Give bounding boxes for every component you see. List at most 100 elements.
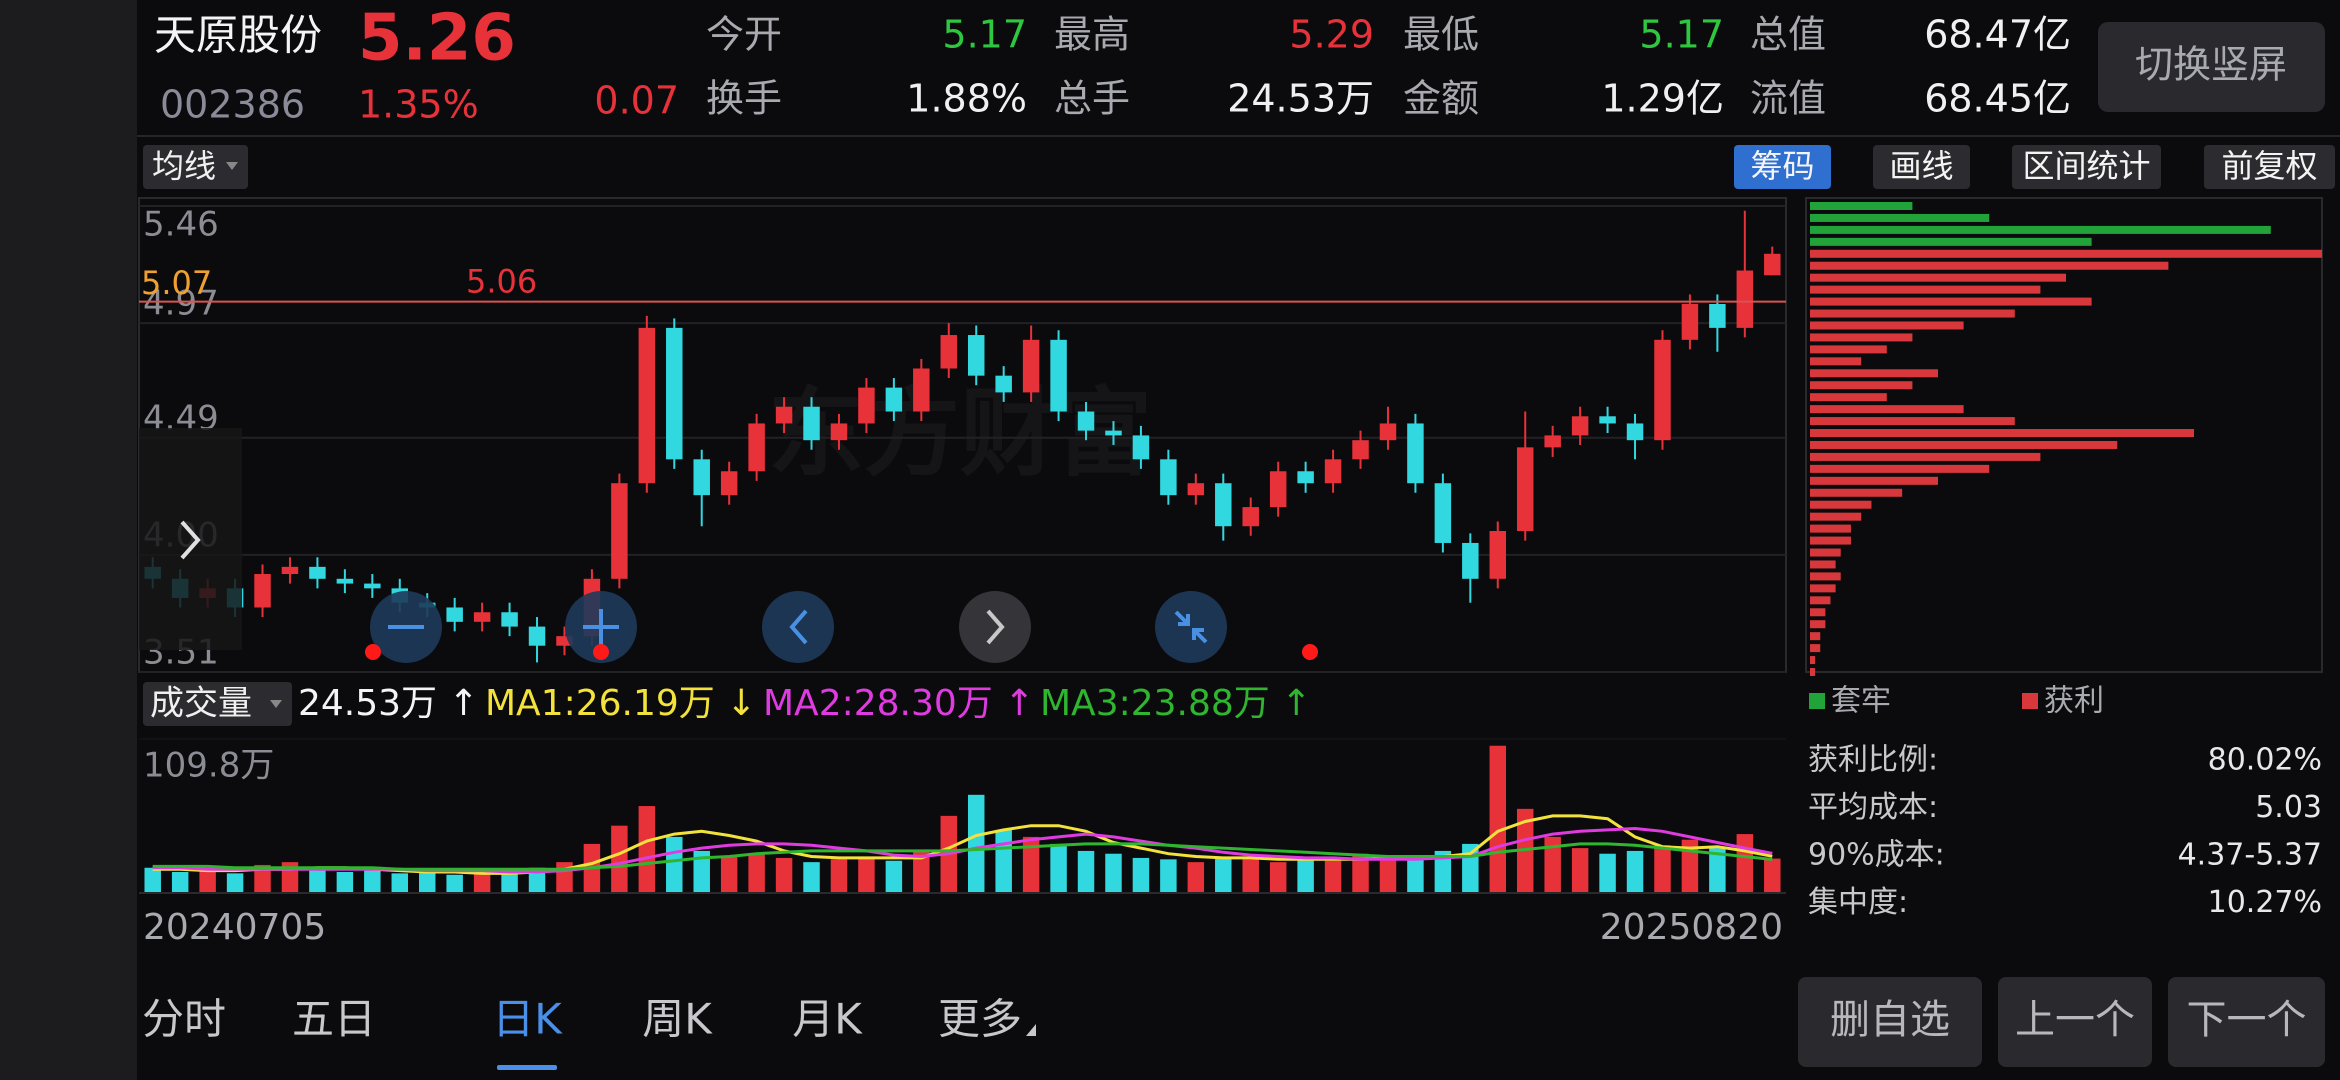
action-button[interactable] [2168,977,2325,1067]
candle-body [1187,483,1205,496]
candle-body [611,483,628,579]
quote-value: 1.88% [906,77,1027,121]
control-button[interactable] [1155,591,1227,663]
quote-label: 换手 [706,77,782,121]
candle-body [803,406,820,441]
volume-bar [226,873,244,893]
quote-value: 68.45亿 [1924,77,2071,121]
tab-underline [497,1065,557,1070]
period-tab[interactable]: 五日 [292,995,376,1044]
candle-body [1407,423,1424,484]
volume-bar [720,856,738,893]
toolbar-button[interactable] [1734,145,1831,189]
chip-frame [1805,197,2323,673]
volume-bar [501,870,518,893]
toolbar-button[interactable] [2012,145,2161,189]
volume-bar [885,860,903,893]
candle-body [1297,471,1314,484]
quote-label: 最低 [1403,13,1479,57]
legend-swatch [2022,693,2038,709]
control-button[interactable] [959,591,1031,663]
volume-bar [1187,862,1205,893]
chip-bar [1810,261,2169,270]
stat-value: 80.02% [2208,743,2322,778]
volume-bar [775,857,793,893]
y-tick-label: 4.97 [143,284,219,324]
stat-value: 5.03 [2255,790,2322,825]
chip-bar [1810,488,1903,497]
indicator-button[interactable] [143,145,248,189]
dropdown-arrow [270,700,282,708]
switch-button[interactable] [2098,22,2325,112]
volume-header: MA1:26.19万 ↓ [485,683,756,724]
chip-bar [1810,309,2015,318]
toolbar-button-label: 区间统计 [2022,147,2150,185]
price-line-label: 5.06 [466,263,537,301]
volume-bar [336,871,354,893]
date-start: 20240705 [143,907,326,948]
candle-body [1736,270,1754,328]
chip-bar [1810,644,1821,653]
volume-bar [418,871,436,893]
candle-body [1462,542,1479,579]
action-button-label: 下一个 [2187,997,2307,1043]
volume-bar [364,870,381,893]
quote-label: 总值 [1750,13,1826,57]
toolbar-button-label: 筹码 [1750,147,1814,185]
volume-bar [1407,859,1424,893]
candle-body [1434,483,1452,543]
right-icon [986,609,1005,645]
chip-bar [1810,524,1851,533]
volume-bar [1215,856,1232,893]
volume-header: MA3:23.88万 ↑ [1040,683,1311,724]
control-button[interactable] [762,591,834,663]
toolbar-button[interactable] [2204,145,2335,189]
volume-button[interactable] [143,682,292,726]
volume-bar [1022,836,1040,893]
candle-body [666,327,683,460]
volume-bar [528,867,546,893]
volume-bar [199,870,216,893]
volume-bar [611,825,628,893]
action-button[interactable] [1798,977,1982,1067]
chip-bar [1810,237,2092,246]
candle-body [693,459,710,496]
chip-bar [1810,273,2066,282]
chip-bar [1810,213,1990,222]
volume-bar [748,853,765,893]
candle-body [1022,339,1040,393]
volume-header: MA2:28.30万 ↑ [763,683,1034,724]
period-tab[interactable]: 日K [492,995,563,1044]
volume-bar [1764,858,1781,893]
period-tab[interactable]: 月K [792,995,863,1044]
chip-bar [1810,668,1816,676]
switch-button-label: 切换竖屏 [2135,43,2287,87]
toolbar-button[interactable] [1873,145,1970,189]
expand-panel[interactable] [139,428,242,650]
candle-body [309,566,326,579]
period-tab[interactable]: 更多 [938,995,1022,1044]
stat-value: 10.27% [2208,885,2322,920]
candle-body [473,612,491,622]
period-tab[interactable]: 分时 [142,995,226,1044]
chip-bar [1810,632,1821,641]
chip-bar [1810,393,1887,402]
date-end: 20250820 [1600,907,1783,948]
cursor-price-label: 5.07 [141,264,212,302]
volume-bar [858,856,875,893]
period-tab[interactable]: 周K [642,995,713,1044]
volume-bar [254,864,271,893]
candle-body [720,471,738,496]
candle-body [858,387,875,424]
candle-body [913,368,930,412]
chip-bar [1810,464,1990,473]
stock-price: 5.26 [358,2,516,76]
quote-value: 5.17 [942,13,1027,57]
chart-controls [139,428,1318,663]
candle-body [446,607,463,622]
action-button[interactable] [1998,977,2152,1067]
volume-bar [1709,848,1726,893]
legend-swatch [1809,693,1825,709]
candle-body [1544,435,1561,448]
candle-body [281,566,299,575]
